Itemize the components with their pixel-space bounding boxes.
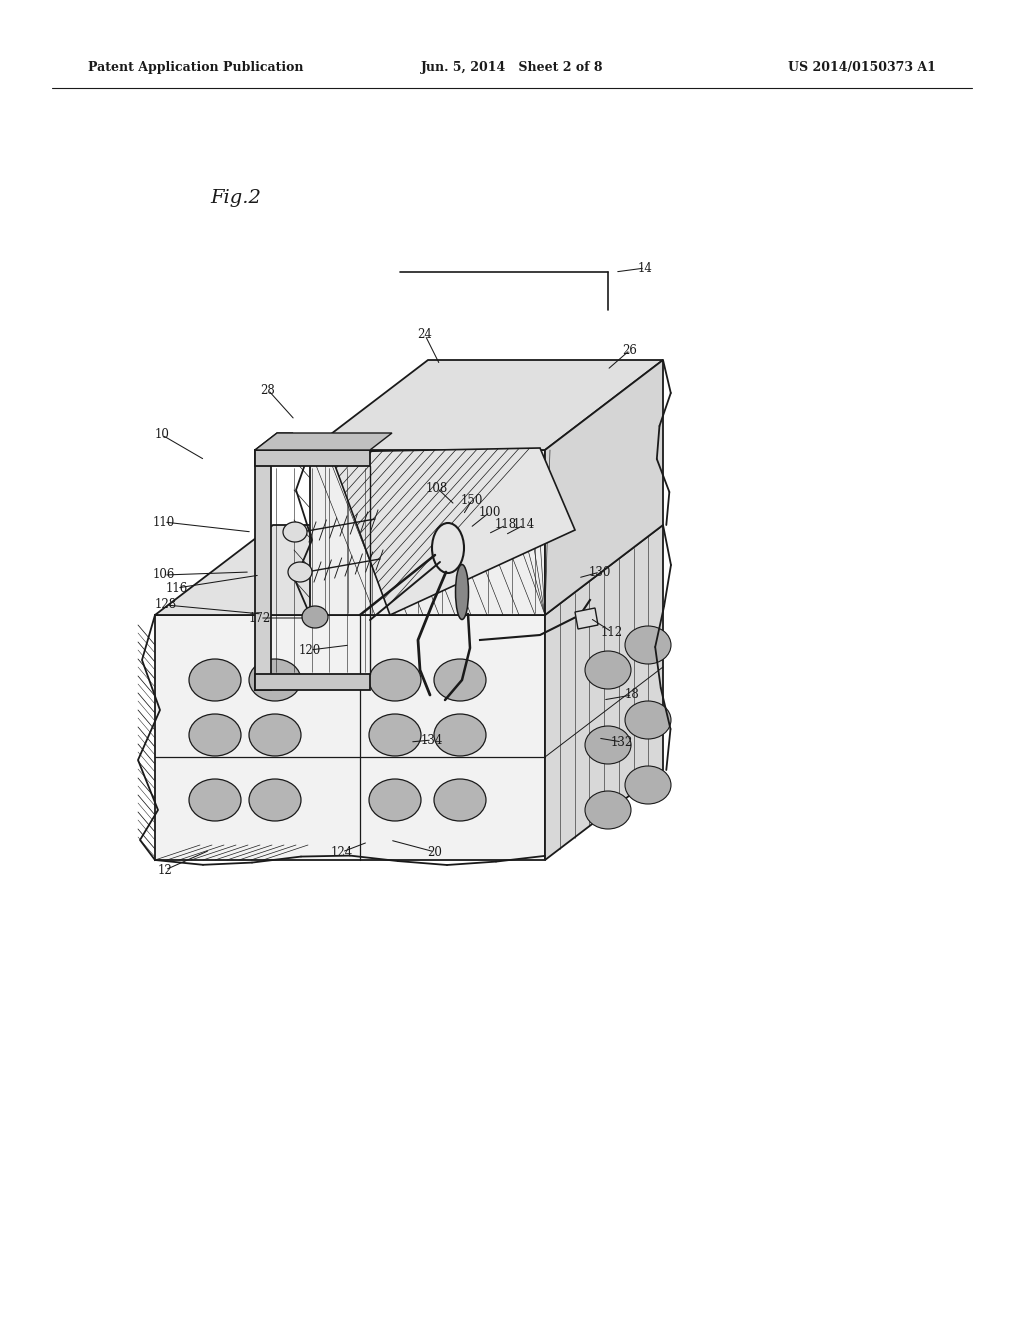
Ellipse shape — [434, 779, 486, 821]
Text: 20: 20 — [428, 846, 442, 858]
Ellipse shape — [434, 659, 486, 701]
Ellipse shape — [369, 714, 421, 756]
Text: 120: 120 — [299, 644, 322, 656]
Polygon shape — [255, 433, 392, 450]
Ellipse shape — [189, 714, 241, 756]
Text: 28: 28 — [261, 384, 275, 396]
Text: 128: 128 — [155, 598, 177, 611]
Ellipse shape — [189, 779, 241, 821]
Polygon shape — [255, 450, 370, 466]
Text: 118: 118 — [495, 519, 517, 532]
Ellipse shape — [288, 562, 312, 582]
Text: 112: 112 — [601, 626, 623, 639]
Ellipse shape — [249, 659, 301, 701]
Ellipse shape — [249, 779, 301, 821]
Polygon shape — [330, 447, 575, 615]
Ellipse shape — [432, 523, 464, 573]
Polygon shape — [255, 433, 293, 450]
Text: 132: 132 — [611, 735, 633, 748]
Ellipse shape — [585, 791, 631, 829]
Text: 172: 172 — [249, 611, 271, 624]
Ellipse shape — [249, 714, 301, 756]
Ellipse shape — [189, 659, 241, 701]
Text: 106: 106 — [153, 569, 175, 582]
Text: Fig.2: Fig.2 — [210, 189, 261, 207]
Polygon shape — [545, 525, 663, 861]
Text: Jun. 5, 2014   Sheet 2 of 8: Jun. 5, 2014 Sheet 2 of 8 — [421, 62, 603, 74]
Text: 114: 114 — [513, 519, 536, 532]
Text: Patent Application Publication: Patent Application Publication — [88, 62, 303, 74]
Text: 130: 130 — [589, 565, 611, 578]
Text: 116: 116 — [166, 582, 188, 594]
Polygon shape — [255, 450, 271, 690]
Text: 18: 18 — [625, 689, 639, 701]
Text: 150: 150 — [461, 494, 483, 507]
Polygon shape — [155, 615, 545, 861]
Text: 124: 124 — [331, 846, 353, 858]
Polygon shape — [310, 360, 663, 450]
Text: 24: 24 — [418, 329, 432, 342]
Text: 26: 26 — [623, 343, 637, 356]
Ellipse shape — [625, 626, 671, 664]
Text: 12: 12 — [158, 863, 172, 876]
Text: 108: 108 — [426, 482, 449, 495]
Ellipse shape — [625, 766, 671, 804]
Polygon shape — [310, 450, 545, 615]
Ellipse shape — [369, 779, 421, 821]
Text: 10: 10 — [155, 429, 169, 441]
Ellipse shape — [625, 701, 671, 739]
Ellipse shape — [302, 606, 328, 628]
Ellipse shape — [585, 651, 631, 689]
Text: 100: 100 — [479, 506, 501, 519]
Ellipse shape — [369, 659, 421, 701]
Ellipse shape — [585, 726, 631, 764]
Polygon shape — [155, 525, 663, 615]
Text: 110: 110 — [153, 516, 175, 528]
Polygon shape — [255, 675, 370, 690]
Ellipse shape — [434, 714, 486, 756]
Text: 14: 14 — [638, 261, 652, 275]
Polygon shape — [545, 360, 663, 615]
Ellipse shape — [456, 565, 469, 619]
Text: 134: 134 — [421, 734, 443, 747]
Polygon shape — [575, 609, 598, 630]
Ellipse shape — [283, 521, 307, 543]
Text: US 2014/0150373 A1: US 2014/0150373 A1 — [788, 62, 936, 74]
